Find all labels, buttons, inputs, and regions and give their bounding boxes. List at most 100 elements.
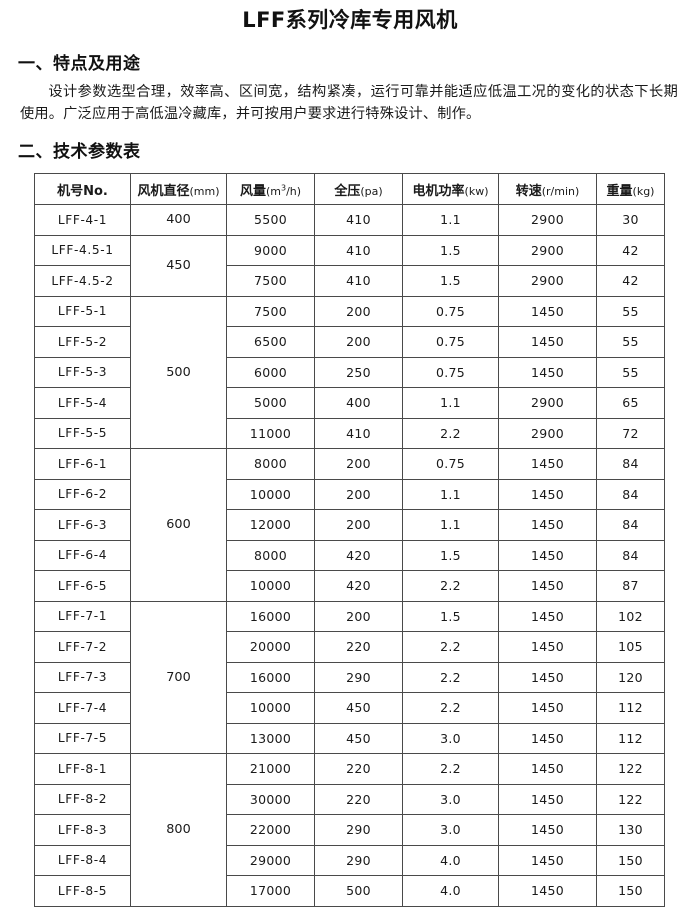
cell-model: LFF-5-1 (34, 295, 131, 327)
cell-mass: 102 (596, 600, 665, 632)
col-header-flow-unit: (m3/h) (265, 183, 302, 198)
cell-flow: 30000 (226, 783, 315, 815)
cell-mass: 122 (596, 753, 665, 785)
spec-table-container: 机号No. 风机直径(mm) 风量(m3/h) 全压(pa) 电机功率(kw) … (0, 163, 700, 907)
cell-speed: 1450 (498, 783, 597, 815)
table-row: LFF-6-4 8000 420 1.5 1450 84 (34, 539, 665, 571)
cell-model: LFF-6-5 (34, 570, 131, 602)
table-row: LFF-4.5-1 450 9000 410 1.5 2900 42 (34, 234, 665, 297)
cell-power: 3.0 (402, 783, 499, 815)
cell-speed: 1450 (498, 570, 597, 602)
cell-model: LFF-6-3 (34, 509, 131, 541)
cell-speed: 2900 (498, 387, 597, 419)
cell-mass: 42 (596, 234, 665, 266)
cell-flow: 11000 (226, 417, 315, 449)
cell-model: LFF-6-1 (34, 448, 131, 480)
cell-diameter: 400 (130, 204, 227, 236)
cell-power: 0.75 (402, 356, 499, 388)
cell-model: LFF-6-2 (34, 478, 131, 510)
cell-pressure: 410 (314, 204, 403, 236)
col-header-power-unit: (kw) (464, 184, 489, 198)
cell-speed: 1450 (498, 448, 597, 480)
cell-model: LFF-4.5-1 (34, 234, 131, 266)
cell-speed: 1450 (498, 875, 597, 907)
cell-pressure: 420 (314, 539, 403, 571)
cell-speed: 1450 (498, 356, 597, 388)
table-row: LFF-5-4 5000 400 1.1 2900 65 (34, 387, 665, 419)
cell-power: 3.0 (402, 814, 499, 846)
cell-model: LFF-8-1 (34, 753, 131, 785)
cell-mass: 55 (596, 356, 665, 388)
cell-power: 2.2 (402, 661, 499, 693)
cell-pressure: 450 (314, 692, 403, 724)
flow-unit-pre: (m (265, 184, 281, 198)
cell-flow: 20000 (226, 631, 315, 663)
cell-flow: 21000 (226, 753, 315, 785)
cell-model: LFF-7-2 (34, 631, 131, 663)
flow-unit-post: /h) (286, 184, 302, 198)
col-header-mass-unit: (kg) (632, 184, 655, 198)
table-row: LFF-8-4 29000 290 4.0 1450 150 (34, 844, 665, 876)
cell-model: LFF-8-3 (34, 814, 131, 846)
cell-flow: 9000 (226, 234, 315, 266)
table-row: LFF-7-2 20000 220 2.2 1450 105 (34, 631, 665, 663)
cell-pressure: 410 (314, 265, 403, 297)
cell-model: LFF-4-1 (34, 204, 131, 236)
cell-mass: 112 (596, 692, 665, 724)
cell-mass: 150 (596, 844, 665, 876)
cell-power: 1.1 (402, 204, 499, 236)
cell-flow: 5500 (226, 204, 315, 236)
cell-flow: 8000 (226, 539, 315, 571)
cell-power: 1.5 (402, 265, 499, 297)
table-row: LFF-5-5 11000 410 2.2 2900 72 (34, 417, 665, 449)
table-row: LFF-4.5-2 7500 410 1.5 2900 42 (34, 265, 665, 297)
cell-diameter: 450 (130, 234, 227, 297)
cell-pressure: 290 (314, 661, 403, 693)
document-page: LFF系列冷库专用风机 一、特点及用途 设计参数选型合理，效率高、区间宽，结构紧… (18, 8, 678, 907)
table-row: LFF-7-5 13000 450 3.0 1450 112 (34, 722, 665, 754)
cell-model: LFF-7-3 (34, 661, 131, 693)
table-row: LFF-6-3 12000 200 1.1 1450 84 (34, 509, 665, 541)
cell-mass: 55 (596, 295, 665, 327)
table-row: LFF-8-2 30000 220 3.0 1450 122 (34, 783, 665, 815)
cell-model: LFF-5-4 (34, 387, 131, 419)
table-body: LFF-4-1 400 5500 410 1.1 2900 30 LFF-4.5-1 450 90… (34, 204, 665, 907)
cell-mass: 84 (596, 478, 665, 510)
cell-flow: 6000 (226, 356, 315, 388)
cell-power: 3.0 (402, 722, 499, 754)
cell-power: 2.2 (402, 417, 499, 449)
cell-model: LFF-8-4 (34, 844, 131, 876)
col-header-mass: 重量(kg) (596, 173, 665, 205)
cell-speed: 1450 (498, 661, 597, 693)
table-row: LFF-8-1 800 21000 220 2.2 1450 122 (34, 753, 665, 907)
col-header-power: 电机功率(kw) (402, 173, 499, 205)
col-header-pressure-unit: (pa) (360, 184, 383, 198)
cell-speed: 2900 (498, 204, 597, 236)
technical-parameters-table: 机号No. 风机直径(mm) 风量(m3/h) 全压(pa) 电机功率(kw) … (34, 173, 665, 907)
cell-diameter: 800 (130, 753, 227, 907)
cell-flow: 10000 (226, 692, 315, 724)
cell-mass: 84 (596, 448, 665, 480)
cell-mass: 130 (596, 814, 665, 846)
cell-mass: 105 (596, 631, 665, 663)
table-row: LFF-5-1 500 7500 200 0.75 1450 55 (34, 295, 665, 449)
cell-pressure: 290 (314, 844, 403, 876)
cell-mass: 42 (596, 265, 665, 297)
cell-model: LFF-5-2 (34, 326, 131, 358)
cell-pressure: 200 (314, 478, 403, 510)
table-row: LFF-7-1 700 16000 200 1.5 1450 102 (34, 600, 665, 754)
table-row: LFF-6-1 600 8000 200 0.75 1450 84 (34, 448, 665, 602)
col-header-flow: 风量(m3/h) (226, 173, 315, 205)
cell-speed: 1450 (498, 631, 597, 663)
cell-mass: 30 (596, 204, 665, 236)
cell-flow: 10000 (226, 478, 315, 510)
table-row: LFF-7-3 16000 290 2.2 1450 120 (34, 661, 665, 693)
cell-pressure: 410 (314, 417, 403, 449)
col-header-speed-label: 转速 (515, 183, 542, 199)
cell-model: LFF-8-5 (34, 875, 131, 907)
cell-speed: 1450 (498, 478, 597, 510)
cell-speed: 1450 (498, 295, 597, 327)
cell-power: 2.2 (402, 692, 499, 724)
cell-speed: 1450 (498, 509, 597, 541)
cell-flow: 12000 (226, 509, 315, 541)
